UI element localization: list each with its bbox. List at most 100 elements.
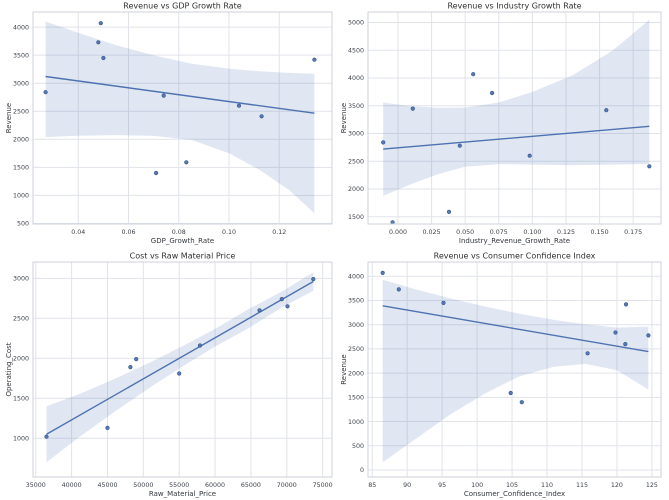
y-tick-label: 3000 xyxy=(13,276,29,283)
x-tick-label: 115 xyxy=(576,482,588,489)
x-tick-label: 0.10 xyxy=(222,229,236,236)
y-tick-label: 4000 xyxy=(348,75,364,82)
chart-canvas: Revenue vs GDP Growth Rate 0.04 0.06 0.08 0.… xyxy=(5,2,333,245)
plot-border xyxy=(32,261,333,478)
y-tick-label: 2500 xyxy=(348,346,364,353)
y-tick-label: 5000 xyxy=(348,20,364,27)
y-tick-label: 2500 xyxy=(13,108,29,115)
y-tick-label: 500 xyxy=(17,221,29,228)
x-tick-label: 0.100 xyxy=(523,229,541,236)
x-tick-label: 0.075 xyxy=(490,229,508,236)
scatter-point xyxy=(604,108,609,113)
scatter-point xyxy=(259,114,264,119)
x-tick-label: 0.08 xyxy=(172,229,186,236)
x-tick-label: 110 xyxy=(541,482,553,489)
plot-border xyxy=(367,11,662,225)
y-tick-label: 4500 xyxy=(348,47,364,54)
x-axis-label: Raw_Material_Price xyxy=(149,490,216,498)
confidence-band xyxy=(45,21,315,214)
y-tick-label: 4000 xyxy=(13,24,29,31)
y-tick-label: 3000 xyxy=(348,131,364,138)
scatter-point xyxy=(177,371,182,376)
y-tick-label: 1000 xyxy=(13,435,29,442)
x-tick-label: 0.12 xyxy=(272,229,286,236)
scatter-point xyxy=(457,143,462,148)
scatter-point xyxy=(236,103,242,108)
x-tick-label: 0.050 xyxy=(456,229,474,236)
scatter-point xyxy=(197,343,203,348)
scatter-point xyxy=(410,106,415,111)
x-tick-label: 75000 xyxy=(313,482,333,489)
scatter-point xyxy=(381,140,386,145)
plot-area xyxy=(368,262,661,477)
subplot-revenue-vs-industry-growth-rate: Revenue vs Industry Growth Rate 0.000 0.02… xyxy=(335,0,669,250)
chart-canvas: Cost vs Raw Material Price 35000 40000 4500… xyxy=(5,252,333,499)
y-tick-label: 3500 xyxy=(348,103,364,110)
scatter-point xyxy=(527,153,532,158)
y-tick-label: 500 xyxy=(352,443,364,450)
x-tick-label: 0.025 xyxy=(423,229,441,236)
regression-line xyxy=(382,305,649,353)
scatter-point xyxy=(279,296,284,302)
x-tick-label: 0.04 xyxy=(71,229,85,236)
y-axis-label: Revenue xyxy=(340,354,348,385)
x-tick-label: 40000 xyxy=(62,482,82,489)
regression-line xyxy=(383,125,650,150)
x-tick-label: 0.125 xyxy=(557,229,575,236)
x-tick-label: 35000 xyxy=(26,482,46,489)
scatter-point xyxy=(257,308,262,313)
y-tick-label: 2500 xyxy=(348,158,364,165)
x-tick-label: 85 xyxy=(368,482,376,489)
plot-border xyxy=(32,11,333,225)
y-tick-label: 1500 xyxy=(348,395,364,402)
scatter-point xyxy=(490,90,495,96)
x-tick-label: 60000 xyxy=(205,482,225,489)
y-axis-label: Revenue xyxy=(340,103,348,134)
scatter-point xyxy=(43,90,48,95)
confidence-band xyxy=(383,19,650,196)
regression-line xyxy=(45,75,315,114)
scatter-point xyxy=(44,434,49,439)
scatter-point xyxy=(184,160,189,165)
chart-title: Revenue vs Industry Growth Rate xyxy=(447,2,581,11)
y-tick-label: 1000 xyxy=(348,419,364,426)
confidence-band xyxy=(382,279,649,463)
scatter-point xyxy=(380,270,385,276)
scatter-point xyxy=(441,300,446,306)
y-tick-label: 0 xyxy=(360,467,364,474)
y-tick-label: 1500 xyxy=(13,165,29,172)
x-axis-label: GDP_Growth_Rate xyxy=(151,237,214,245)
scatter-point xyxy=(623,341,628,347)
chart-title: Revenue vs GDP Growth Rate xyxy=(123,2,241,11)
x-tick-label: 55000 xyxy=(169,482,189,489)
x-tick-label: 0.000 xyxy=(389,229,407,236)
x-tick-label: 125 xyxy=(646,482,658,489)
y-tick-label: 3000 xyxy=(13,80,29,87)
y-tick-label: 3000 xyxy=(348,322,364,329)
y-tick-label: 3500 xyxy=(348,298,364,305)
y-tick-label: 4000 xyxy=(348,273,364,280)
x-tick-label: 45000 xyxy=(97,482,117,489)
y-tick-label: 3500 xyxy=(13,52,29,59)
chart-canvas: Revenue vs Consumer Confidence Index 85 90… xyxy=(340,252,662,498)
scatter-point xyxy=(128,364,133,370)
x-tick-label: 105 xyxy=(506,482,518,489)
scatter-point xyxy=(105,425,110,430)
x-tick-label: 90 xyxy=(403,482,411,489)
scatter-point xyxy=(446,209,452,214)
scatter-point xyxy=(101,55,106,61)
y-tick-label: 2000 xyxy=(348,186,364,193)
scatter-point xyxy=(471,72,476,77)
scatter-point xyxy=(646,333,651,338)
x-tick-label: 65000 xyxy=(241,482,261,489)
scatter-point xyxy=(311,277,316,282)
scatter-point xyxy=(98,21,103,26)
scatter-point xyxy=(508,390,513,396)
x-axis-label: Industry_Revenue_Growth_Rate xyxy=(459,237,570,245)
y-axis-label: Operating_Cost xyxy=(5,342,13,396)
chart-title: Revenue vs Consumer Confidence Index xyxy=(434,252,596,261)
x-tick-label: 0.175 xyxy=(624,229,642,236)
scatter-point xyxy=(161,93,166,98)
scatter-point xyxy=(96,40,101,45)
